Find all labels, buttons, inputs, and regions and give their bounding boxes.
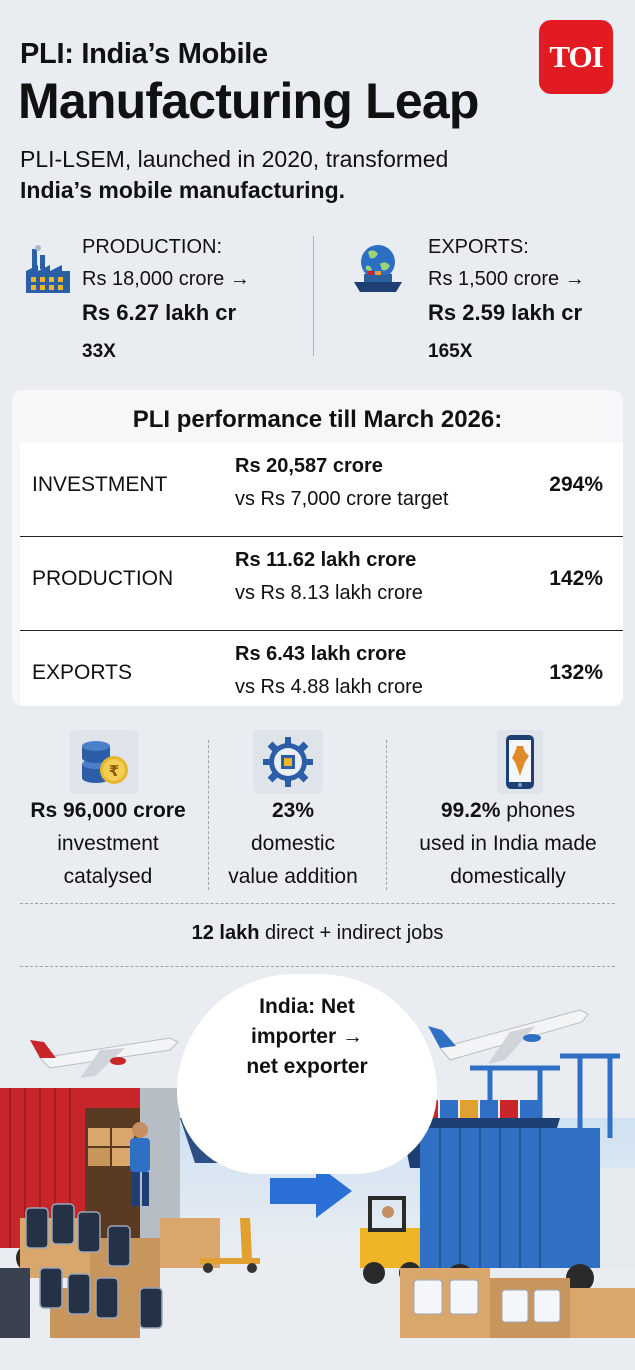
row-value: Rs 11.62 lakh crore [235, 549, 417, 571]
table-row: INVESTMENT Rs 20,587 crore vs Rs 7,000 c… [20, 443, 623, 537]
jobs-line: 12 lakh direct + indirect jobs [0, 922, 635, 945]
highlight-line: investment [57, 832, 159, 855]
performance-table: INVESTMENT Rs 20,587 crore vs Rs 7,000 c… [20, 443, 623, 706]
highlight-line: phones [500, 799, 576, 822]
arrow-right-icon [270, 1164, 352, 1218]
exports-to: Rs 2.59 lakh cr [428, 300, 583, 325]
callout-bubble [177, 974, 437, 1174]
pallet-jack [200, 1218, 260, 1273]
exports-label: EXPORTS: [428, 236, 529, 258]
row-percent: 142% [549, 567, 603, 590]
row-compare: vs Rs 8.13 lakh crore [235, 582, 423, 604]
subtitle-line-2: India’s mobile manufacturing. [20, 177, 346, 203]
row-value: Rs 20,587 crore [235, 455, 383, 477]
row-compare: vs Rs 4.88 lakh crore [235, 676, 423, 698]
highlight-divider-1 [208, 740, 209, 890]
highlight-bold: 99.2% [440, 799, 501, 822]
blue-container-truck [420, 1128, 635, 1292]
row-label: PRODUCTION [32, 567, 174, 590]
jobs-rest: direct + indirect jobs [259, 922, 444, 944]
chip-gear-icon [253, 730, 323, 794]
svg-text:₹: ₹ [109, 762, 119, 780]
row-percent: 294% [549, 473, 603, 496]
phone-boxes-left [0, 1203, 220, 1338]
plane-right [428, 1009, 589, 1064]
row-label: EXPORTS [32, 661, 132, 684]
exports-multiple: 165X [428, 341, 473, 362]
factory-icon [24, 245, 72, 295]
production-multiple: 33X [82, 341, 116, 362]
exports-from: Rs 1,500 crore → [428, 268, 585, 290]
dotted-divider-top [20, 903, 615, 904]
callout-line: importer → [250, 1025, 363, 1048]
globe-ship-icon [350, 242, 406, 298]
title-line-1: PLI: India’s Mobile [20, 38, 268, 70]
table-row: EXPORTS Rs 6.43 lakh crore vs Rs 4.88 la… [20, 631, 623, 706]
trade-illustration [0, 1009, 635, 1338]
subtitle-line-1: PLI-LSEM, launched in 2020, transformed [20, 146, 449, 172]
callout-line: net exporter [246, 1055, 368, 1078]
performance-card: PLI performance till March 2026: INVESTM… [12, 390, 623, 706]
highlight-investment: Rs 96,000 crore investment catalysed [8, 794, 208, 893]
highlight-bold: Rs 96,000 crore [30, 799, 186, 822]
highlight-line: value addition [228, 865, 358, 888]
callout-line: India: Net [259, 995, 355, 1018]
highlight-line: catalysed [63, 865, 153, 888]
row-compare: vs Rs 7,000 crore target [235, 488, 449, 510]
row-value: Rs 6.43 lakh crore [235, 643, 407, 665]
highlight-line: used in India made [419, 832, 597, 855]
toi-logo[interactable]: TOI [539, 20, 613, 94]
phone-boxes-right [400, 1268, 635, 1338]
plane-left [30, 1037, 179, 1078]
stats-divider [313, 236, 314, 356]
highlight-bold: 23% [271, 799, 315, 822]
production-label: PRODUCTION: [82, 236, 222, 258]
phone-india-map-icon [497, 730, 543, 794]
highlight-divider-2 [386, 740, 387, 890]
production-from: Rs 18,000 crore → [82, 268, 250, 290]
worker-figure [130, 1122, 150, 1206]
callout-text: India: Net importer → net exporter [177, 992, 437, 1082]
rupee-coins-icon: ₹ [70, 730, 138, 794]
highlight-phones: 99.2% phones used in India made domestic… [388, 794, 628, 893]
production-to: Rs 6.27 lakh cr [82, 300, 237, 325]
table-row: PRODUCTION Rs 11.62 lakh crore vs Rs 8.1… [20, 537, 623, 631]
jobs-bold: 12 lakh [191, 922, 260, 944]
highlight-line: domestically [450, 865, 566, 888]
highlight-line: domestic [250, 832, 336, 855]
row-percent: 132% [549, 661, 603, 684]
performance-title: PLI performance till March 2026: [132, 406, 503, 433]
highlight-value-addition: 23% domestic value addition [210, 794, 376, 893]
dotted-divider-bottom [20, 966, 615, 967]
page-title: Manufacturing Leap [18, 73, 479, 129]
row-label: INVESTMENT [32, 473, 168, 496]
